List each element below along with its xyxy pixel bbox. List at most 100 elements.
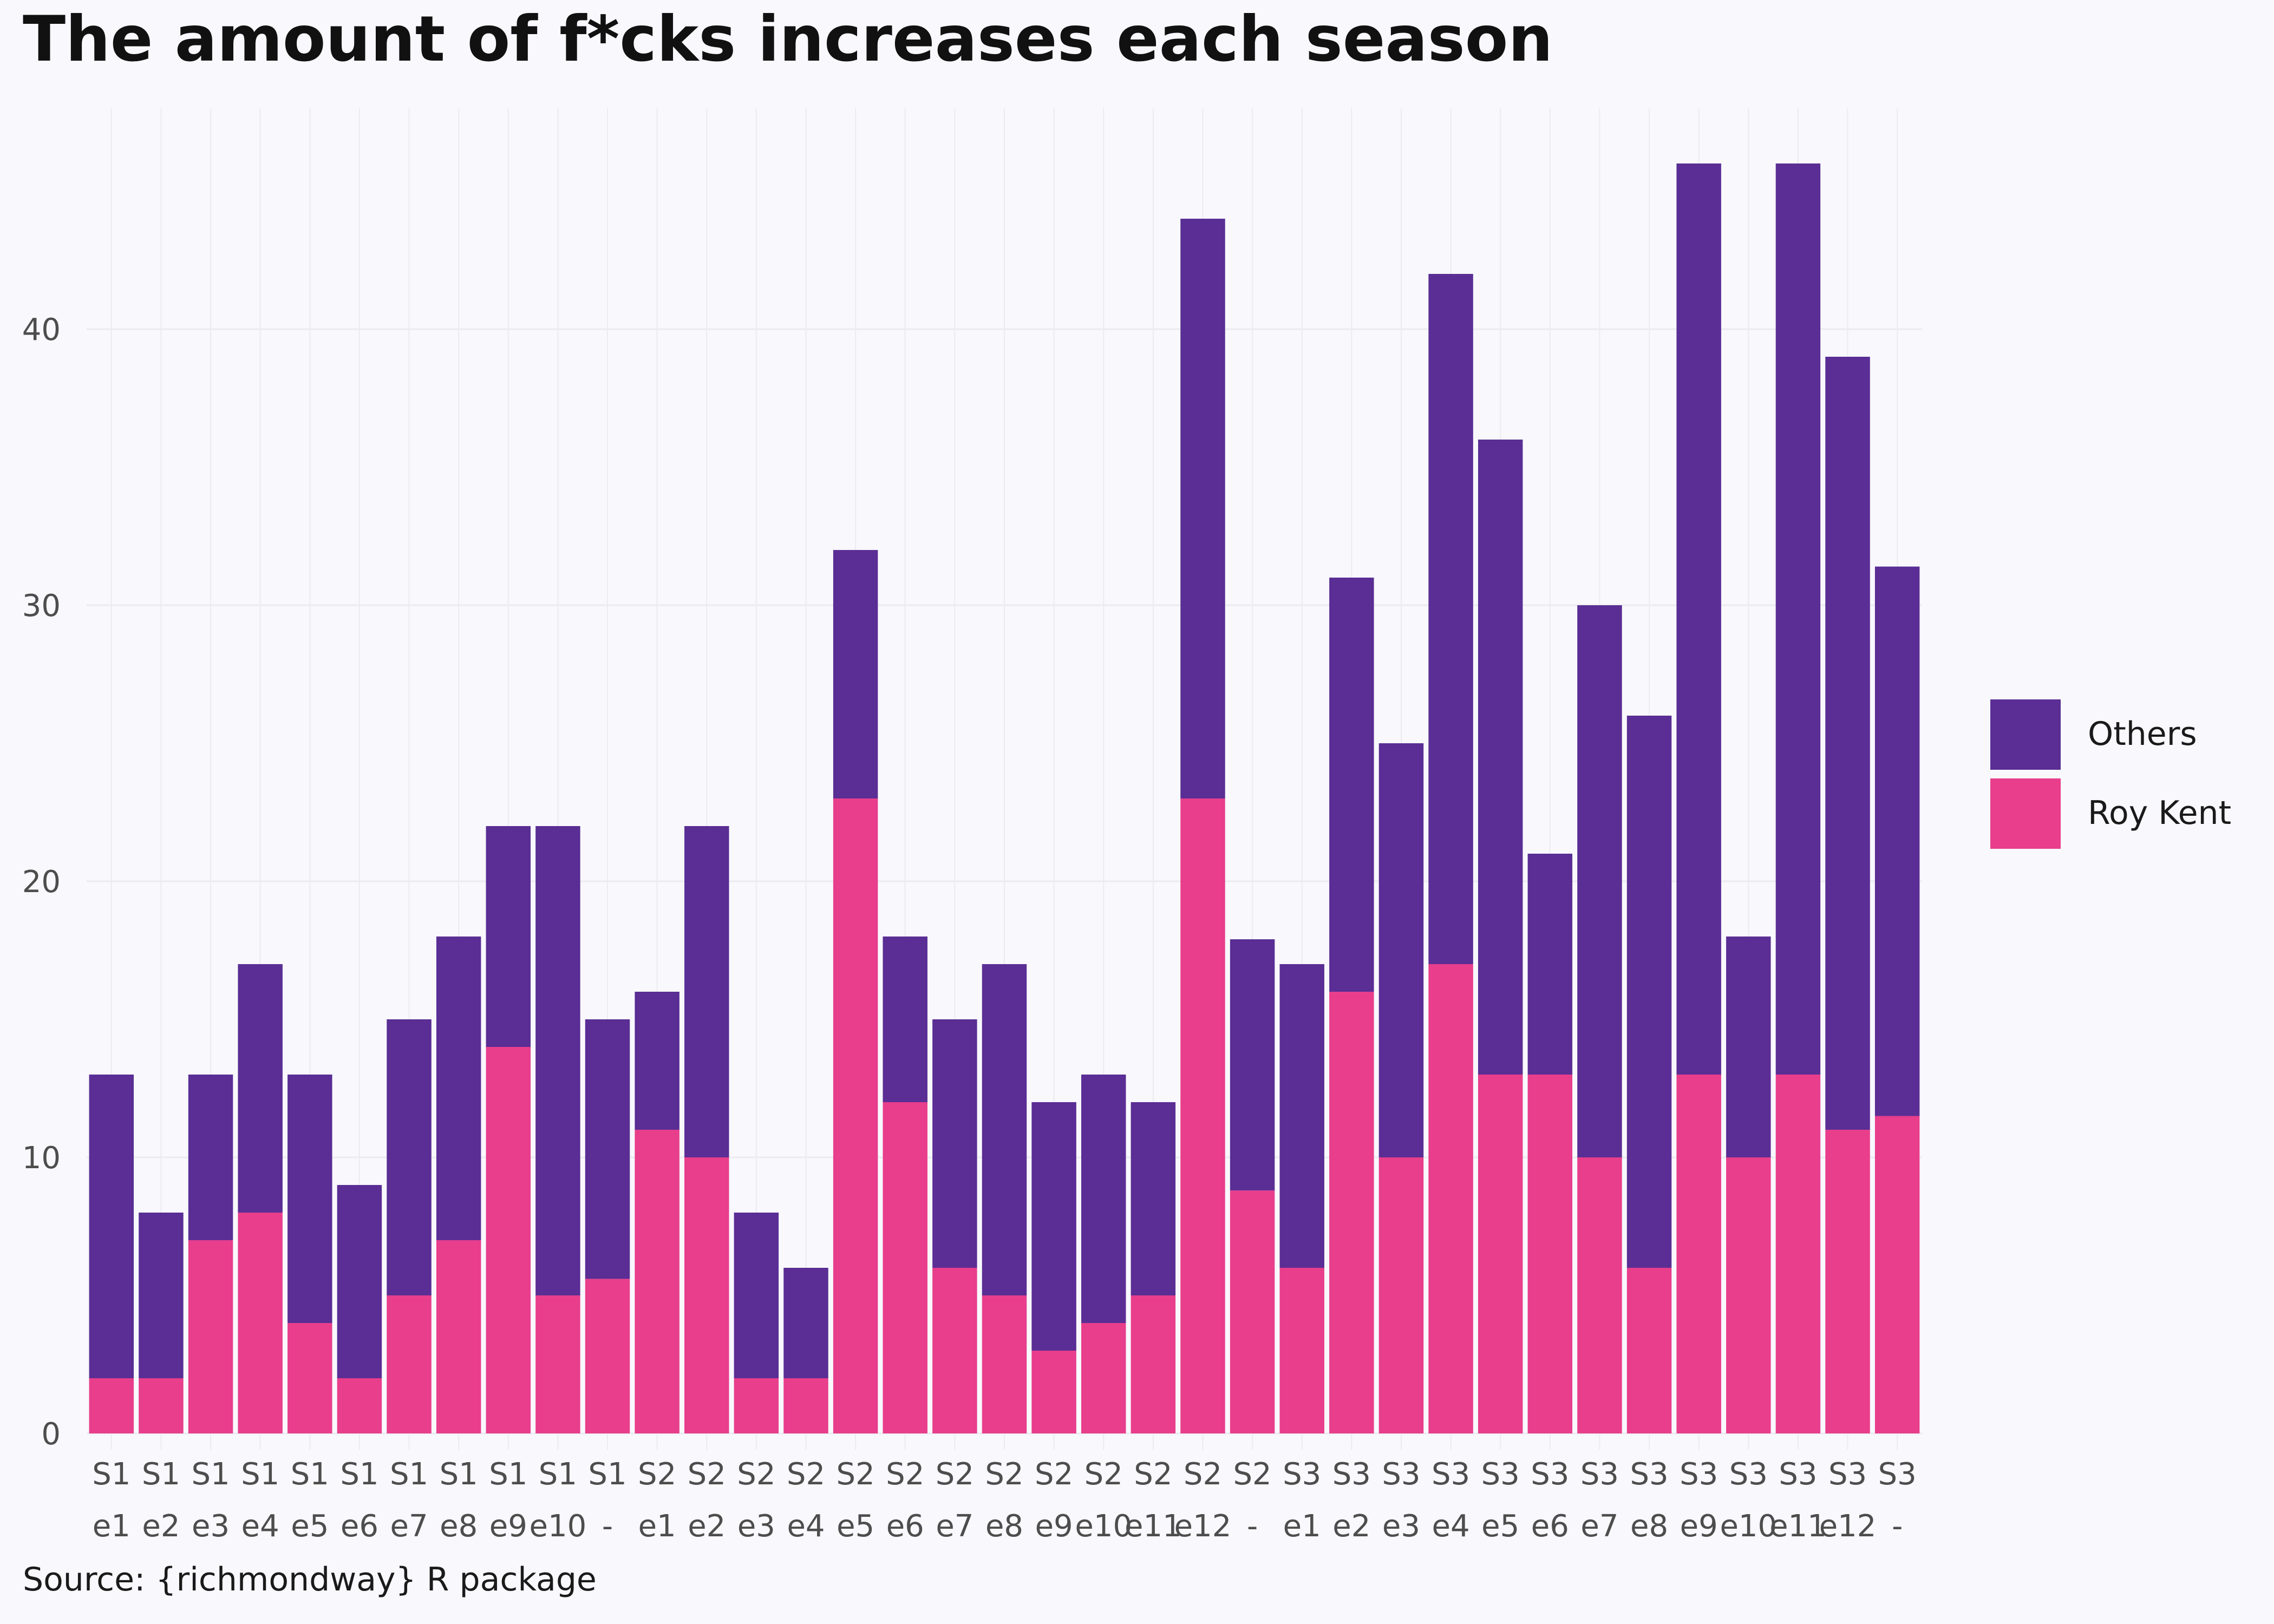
x-tick-season: S2 bbox=[1184, 1457, 1222, 1492]
bar-roy-kent bbox=[535, 1295, 580, 1433]
bar-others bbox=[932, 1019, 977, 1268]
x-tick-season: S2 bbox=[1134, 1457, 1172, 1492]
bar-others bbox=[1131, 1102, 1176, 1295]
x-tick-episode: e5 bbox=[837, 1509, 874, 1544]
bar-others bbox=[1180, 219, 1225, 798]
x-tick-season: S2 bbox=[886, 1457, 924, 1492]
x-tick-season: S3 bbox=[1828, 1457, 1867, 1492]
y-tick-label: 0 bbox=[41, 1417, 61, 1452]
x-tick-season: S1 bbox=[142, 1457, 180, 1492]
bar-others bbox=[1726, 937, 1771, 1157]
bar-roy-kent bbox=[783, 1378, 828, 1433]
x-tick-season: S3 bbox=[1382, 1457, 1420, 1492]
bar-others bbox=[337, 1185, 382, 1378]
y-axis-ticks: 0 10 20 30 40 bbox=[22, 312, 61, 1452]
x-tick-episode: e10 bbox=[1720, 1509, 1777, 1544]
x-tick-episode: e8 bbox=[1630, 1509, 1668, 1544]
x-tick-season: S2 bbox=[638, 1457, 676, 1492]
bar-roy-kent bbox=[139, 1378, 184, 1433]
bar-roy-kent bbox=[1478, 1075, 1523, 1433]
bar-others bbox=[982, 964, 1027, 1295]
x-tick-season: S2 bbox=[936, 1457, 974, 1492]
x-tick-episode: e6 bbox=[1531, 1509, 1569, 1544]
x-tick-season: S2 bbox=[1233, 1457, 1272, 1492]
bar-others bbox=[1081, 1075, 1126, 1323]
bar-others bbox=[684, 826, 729, 1157]
x-tick-season: S3 bbox=[1481, 1457, 1520, 1492]
bar-others bbox=[783, 1268, 828, 1378]
x-tick-season: S1 bbox=[440, 1457, 478, 1492]
x-tick-season: S2 bbox=[985, 1457, 1023, 1492]
x-tick-season: S3 bbox=[1283, 1457, 1321, 1492]
x-tick-episode: e7 bbox=[1580, 1509, 1618, 1544]
x-tick-episode: e10 bbox=[1075, 1509, 1132, 1544]
bar-others bbox=[883, 937, 927, 1102]
legend: Others Roy Kent bbox=[1990, 699, 2231, 849]
legend-label: Others bbox=[2088, 715, 2197, 753]
bar-others bbox=[1031, 1102, 1076, 1351]
bar-roy-kent bbox=[1081, 1323, 1126, 1433]
x-tick-episode: e9 bbox=[489, 1509, 527, 1544]
bar-roy-kent bbox=[1726, 1157, 1771, 1433]
x-tick-episode: e4 bbox=[787, 1509, 825, 1544]
x-tick-episode: e4 bbox=[241, 1509, 279, 1544]
bar-others bbox=[1676, 163, 1721, 1075]
bar-others bbox=[1874, 566, 1920, 1116]
y-tick-label: 30 bbox=[22, 588, 61, 624]
x-tick-season: S2 bbox=[837, 1457, 875, 1492]
x-tick-episode: e5 bbox=[291, 1509, 329, 1544]
y-tick-label: 20 bbox=[22, 865, 61, 900]
bar-roy-kent bbox=[1230, 1190, 1275, 1433]
x-tick-season: S3 bbox=[1878, 1457, 1917, 1492]
bar-others bbox=[1279, 964, 1324, 1268]
x-tick-season: S1 bbox=[539, 1457, 577, 1492]
bar-others bbox=[734, 1213, 779, 1378]
bar-others bbox=[1775, 163, 1821, 1075]
bar-roy-kent bbox=[734, 1378, 779, 1433]
x-tick-episode: e3 bbox=[1382, 1509, 1420, 1544]
x-tick-episode: e8 bbox=[440, 1509, 478, 1544]
x-tick-season: S3 bbox=[1779, 1457, 1817, 1492]
legend-swatch bbox=[1990, 699, 2061, 770]
bar-roy-kent bbox=[1378, 1157, 1424, 1433]
bar-roy-kent bbox=[982, 1295, 1027, 1433]
x-tick-season: S2 bbox=[1035, 1457, 1073, 1492]
x-tick-season: S1 bbox=[291, 1457, 329, 1492]
x-tick-episode: e7 bbox=[936, 1509, 973, 1544]
x-tick-episode: e10 bbox=[530, 1509, 587, 1544]
x-tick-season: S1 bbox=[489, 1457, 527, 1492]
bar-roy-kent bbox=[1180, 798, 1225, 1433]
bar-roy-kent bbox=[238, 1213, 283, 1433]
x-tick-episode: e11 bbox=[1125, 1509, 1182, 1544]
bar-roy-kent bbox=[1874, 1116, 1920, 1433]
bar-roy-kent bbox=[883, 1102, 927, 1433]
bar-roy-kent bbox=[1279, 1268, 1324, 1433]
bar-roy-kent bbox=[287, 1323, 332, 1433]
x-tick-season: S1 bbox=[92, 1457, 130, 1492]
x-tick-season: S3 bbox=[1680, 1457, 1718, 1492]
legend-label: Roy Kent bbox=[2088, 794, 2231, 832]
x-tick-episode: e9 bbox=[1680, 1509, 1718, 1544]
x-tick-season: S1 bbox=[191, 1457, 230, 1492]
bar-others bbox=[89, 1075, 134, 1378]
bar-roy-kent bbox=[1428, 964, 1473, 1433]
x-tick-season: S1 bbox=[340, 1457, 378, 1492]
x-tick-episode: e12 bbox=[1819, 1509, 1877, 1544]
x-tick-episode: e6 bbox=[886, 1509, 924, 1544]
bar-roy-kent bbox=[337, 1378, 382, 1433]
bar-others bbox=[1378, 743, 1424, 1157]
bar-others bbox=[1478, 440, 1523, 1075]
x-tick-episode: e3 bbox=[737, 1509, 775, 1544]
bar-others bbox=[1329, 578, 1374, 992]
legend-swatch bbox=[1990, 778, 2061, 849]
bar-roy-kent bbox=[89, 1378, 134, 1433]
x-tick-episode: e8 bbox=[985, 1509, 1023, 1544]
x-tick-season: S3 bbox=[1630, 1457, 1668, 1492]
bar-others bbox=[1428, 274, 1473, 964]
bar-roy-kent bbox=[1825, 1130, 1870, 1433]
bar-others bbox=[436, 937, 481, 1240]
x-tick-season: S2 bbox=[737, 1457, 775, 1492]
bar-roy-kent bbox=[1775, 1075, 1821, 1433]
chart-caption: Source: {richmondway} R package bbox=[23, 1561, 597, 1599]
x-tick-season: S3 bbox=[1729, 1457, 1768, 1492]
